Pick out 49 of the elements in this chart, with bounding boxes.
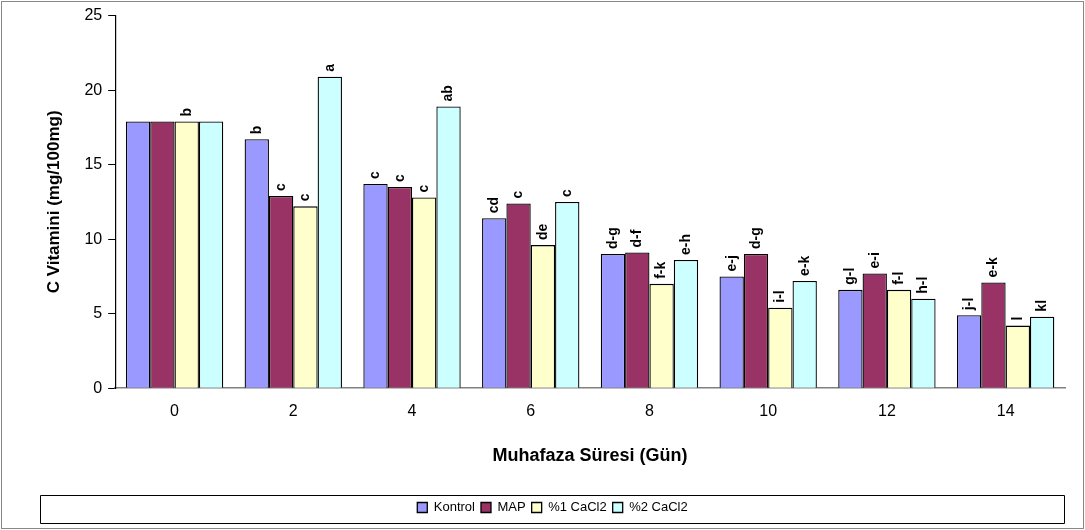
legend-label: Kontrol	[433, 499, 476, 515]
y-tick-label: 5	[93, 304, 103, 322]
y-tick-label: 0	[93, 378, 103, 396]
x-tick-label: 14	[996, 402, 1015, 420]
data-label: c	[390, 174, 407, 182]
data-label: g-l	[841, 267, 858, 285]
data-label: e-j	[722, 255, 739, 272]
data-label: kl	[1033, 299, 1049, 312]
legend-label: %1 CaCl2	[548, 499, 607, 515]
legend-label: MAP	[497, 499, 526, 515]
data-label: c	[415, 184, 432, 193]
data-label: e-h	[676, 234, 693, 256]
data-label: d-f	[628, 229, 645, 248]
data-label: l	[1008, 316, 1025, 321]
data-label: ab	[439, 85, 456, 102]
data-label: e-k	[984, 256, 1001, 278]
data-label: c	[271, 182, 288, 191]
x-tick-label: 10	[759, 402, 778, 420]
data-label: cd	[485, 196, 502, 214]
y-tick-label: 25	[84, 6, 103, 24]
x-axis-title: Muhafaza Süresi (Gün)	[492, 445, 688, 466]
x-tick-label: 12	[878, 402, 896, 420]
data-label: d-g	[603, 227, 620, 250]
data-label: c	[558, 188, 575, 197]
data-label: c	[296, 193, 313, 202]
data-label: c	[509, 190, 526, 199]
data-label: e-i	[865, 252, 882, 269]
y-axis-title: C Vitamini (mg/100mg)	[43, 110, 63, 294]
data-label: f-l	[889, 271, 906, 285]
y-tick-label: 20	[84, 80, 103, 98]
legend-label: %2 CaCl2	[629, 499, 688, 515]
y-tick-label: 10	[84, 229, 103, 247]
x-tick-label: 2	[288, 402, 298, 420]
x-tick-label: 6	[526, 402, 536, 420]
data-label: b	[177, 107, 194, 117]
x-tick-label: 0	[170, 402, 180, 420]
data-label: de	[533, 223, 550, 241]
data-label: a	[320, 63, 337, 72]
data-label: f-k	[652, 261, 669, 279]
x-tick-label: 8	[645, 402, 655, 420]
x-tick-label: 4	[407, 402, 417, 420]
data-label: j-l	[959, 297, 976, 312]
data-label: i-l	[771, 290, 788, 303]
data-label: h-l	[914, 276, 931, 294]
data-label: b	[247, 125, 264, 135]
data-label: e-k	[795, 255, 812, 276]
y-tick-label: 15	[84, 155, 103, 173]
data-label: c	[366, 171, 383, 180]
data-label: d-g	[746, 227, 763, 250]
